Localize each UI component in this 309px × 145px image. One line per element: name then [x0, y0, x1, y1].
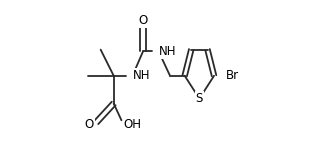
Text: OH: OH — [124, 118, 142, 131]
Text: NH: NH — [159, 45, 176, 58]
Text: S: S — [196, 92, 203, 105]
Text: NH: NH — [133, 69, 150, 82]
Text: O: O — [85, 118, 94, 131]
Text: Br: Br — [226, 69, 239, 82]
Text: O: O — [138, 14, 148, 27]
